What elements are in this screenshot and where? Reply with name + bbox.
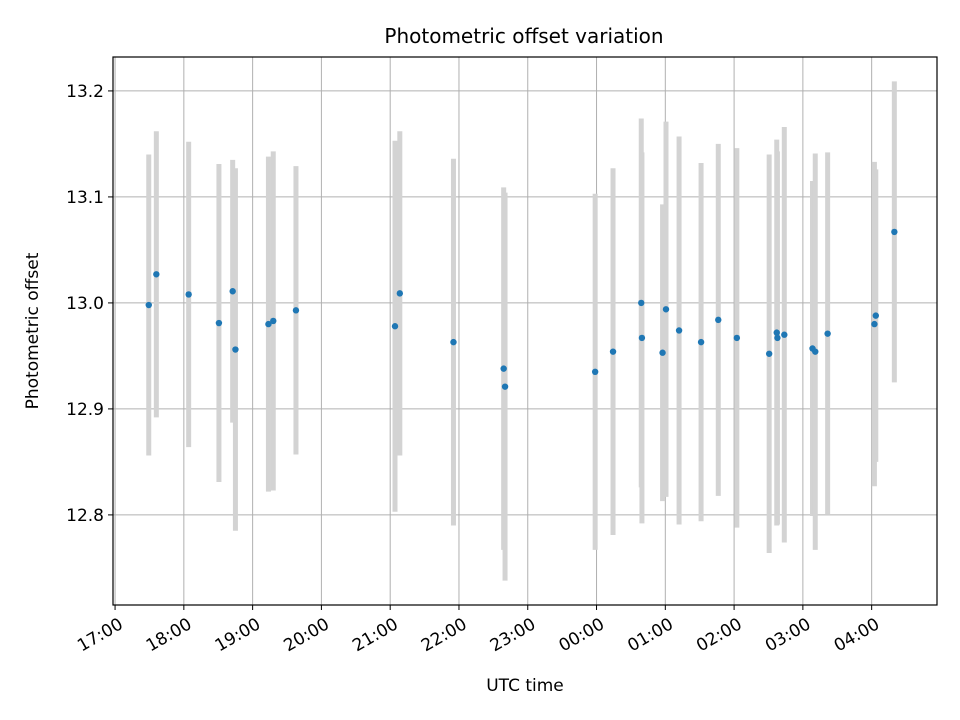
data-point [662, 306, 670, 313]
data-point [733, 334, 741, 342]
data-point [765, 350, 773, 357]
plot-frame [112, 56, 938, 606]
data-point [609, 348, 617, 355]
data-point [872, 312, 879, 319]
chart-title: Photometric offset variation [384, 24, 663, 48]
y-axis-ticks: 12.8 12.9 13.0 13.1 13.2 [66, 82, 113, 526]
y-tick-label: 12.8 [66, 506, 104, 526]
data-point [824, 330, 831, 337]
y-tick-label: 13.0 [66, 294, 104, 314]
data-point [292, 307, 300, 314]
data-point [500, 365, 507, 372]
data-point [185, 291, 192, 298]
data-point [774, 334, 781, 342]
y-tick-label: 13.1 [66, 188, 104, 208]
y-tick-label: 12.9 [66, 400, 104, 420]
data-point [715, 316, 722, 324]
data-point [891, 228, 898, 236]
y-axis-label: Photometric offset [23, 252, 43, 409]
data-point [773, 329, 780, 336]
data-point [215, 319, 223, 327]
data-point [153, 271, 160, 278]
data-point [871, 320, 878, 328]
data-point [396, 290, 404, 297]
data-point [638, 334, 646, 342]
data-point [675, 327, 683, 334]
data-point [145, 301, 152, 309]
data-point [232, 346, 239, 353]
data-point [450, 338, 457, 346]
data-points [145, 228, 898, 390]
data-point [659, 349, 666, 356]
data-point [501, 383, 509, 390]
data-point [781, 331, 788, 338]
y-tick-label: 13.2 [66, 82, 104, 102]
data-point [229, 288, 236, 295]
data-point [812, 348, 819, 355]
data-point [638, 299, 645, 307]
data-point [391, 323, 399, 330]
data-point [265, 320, 272, 328]
data-point [591, 368, 599, 376]
data-point [697, 338, 705, 346]
data-point [270, 317, 277, 325]
x-axis-label: UTC time [486, 676, 564, 696]
